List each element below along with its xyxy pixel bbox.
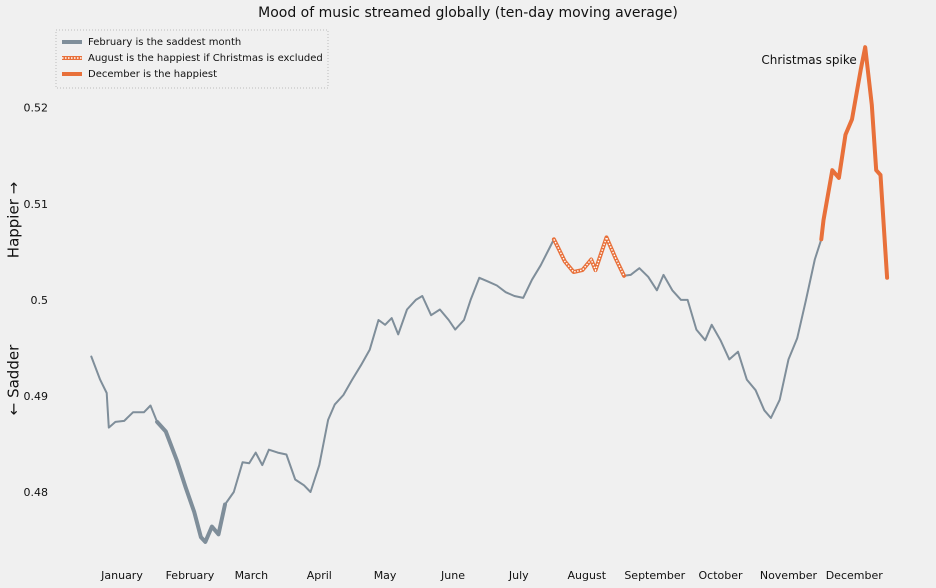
legend-label: December is the happiest: [88, 69, 217, 80]
x-tick-label: March: [235, 569, 269, 582]
y-tick-label: 0.48: [24, 486, 49, 499]
annotation: Christmas spike: [761, 53, 856, 67]
y-tick-label: 0.5: [31, 294, 49, 307]
y-tick-label: 0.49: [24, 390, 49, 403]
y-tick-label: 0.52: [24, 102, 49, 115]
x-tick-label: December: [826, 569, 884, 582]
x-tick-label: January: [100, 569, 143, 582]
x-tick-label: July: [508, 569, 529, 582]
x-tick-label: November: [760, 569, 818, 582]
x-tick-label: October: [698, 569, 742, 582]
x-tick-label: June: [440, 569, 465, 582]
x-tick-label: February: [166, 569, 215, 582]
x-tick-label: August: [568, 569, 607, 582]
legend-box: [55, 29, 329, 89]
chart-title: Mood of music streamed globally (ten-day…: [258, 5, 678, 21]
x-tick-label: September: [624, 569, 685, 582]
x-tick-label: April: [307, 569, 332, 582]
line-series: [819, 45, 890, 280]
y-axis-label: Happier →: [5, 182, 23, 258]
y-axis-label: ← Sadder: [5, 344, 23, 415]
line-series: [155, 419, 227, 544]
legend-label: August is the happiest if Christmas is e…: [88, 53, 323, 64]
x-tick-label: May: [374, 569, 397, 582]
legend-label: February is the saddest month: [88, 37, 241, 48]
line-dots: [553, 235, 625, 277]
y-tick-label: 0.51: [24, 198, 49, 211]
